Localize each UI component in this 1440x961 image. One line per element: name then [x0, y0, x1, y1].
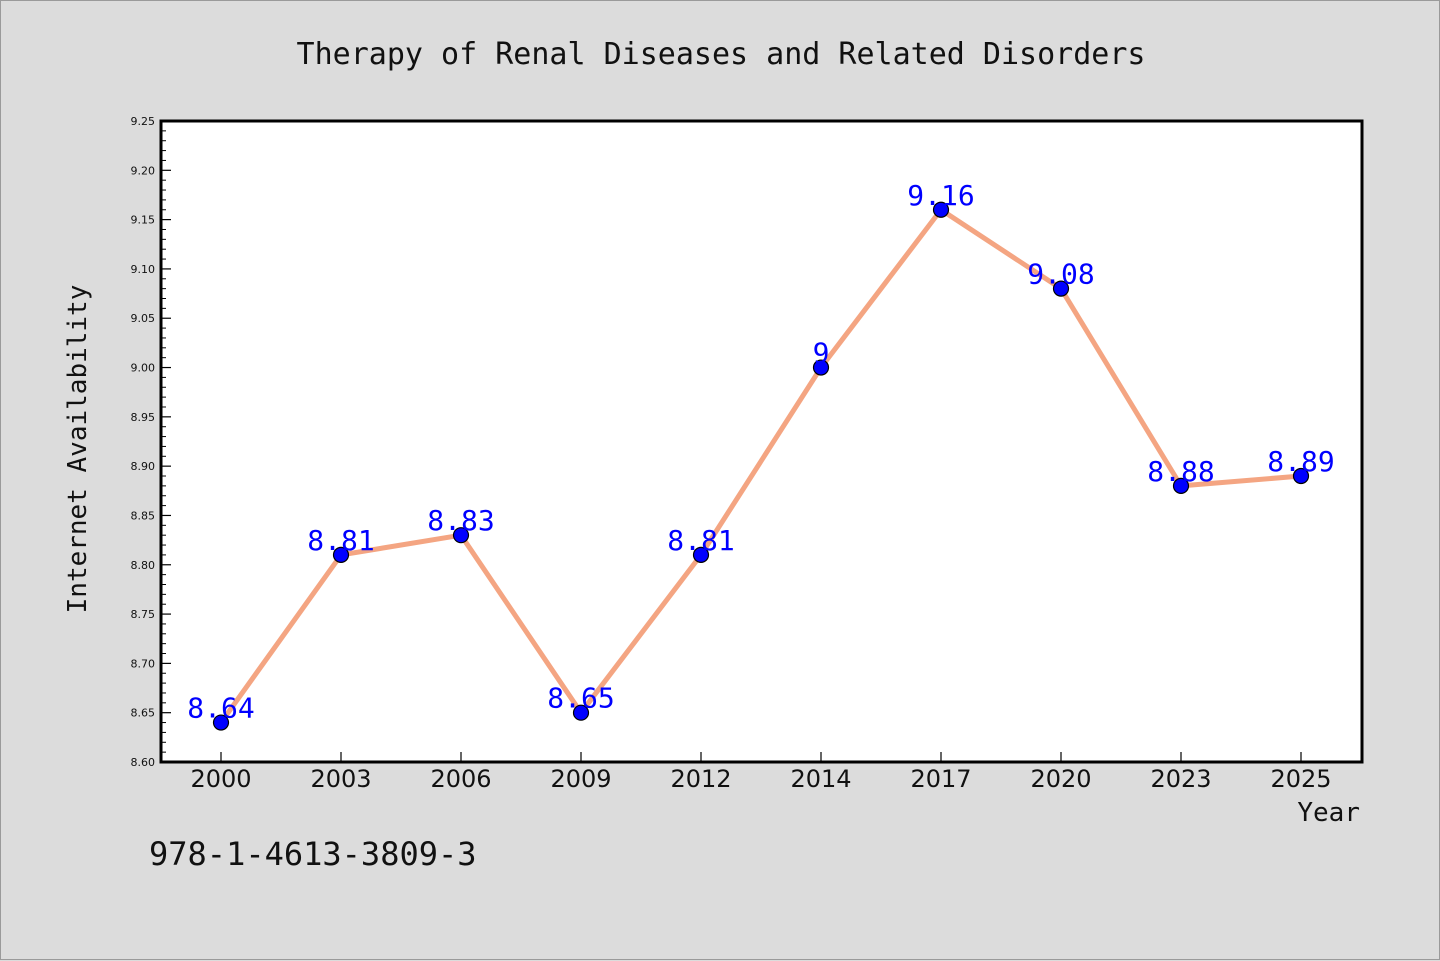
plot-area [161, 121, 1362, 762]
chart-title: Therapy of Renal Diseases and Related Di… [297, 37, 1146, 72]
y-axis-label: Internet Availability [63, 285, 93, 614]
y-tick-label: 9.20 [131, 164, 156, 177]
y-tick-label: 8.70 [131, 657, 156, 670]
data-point [1172, 477, 1190, 494]
x-tick-label: 2012 [670, 765, 731, 793]
x-tick-label: 2020 [1030, 765, 1091, 793]
y-tick-label: 8.85 [131, 509, 156, 522]
x-tick-label: 2023 [1150, 765, 1211, 793]
data-label: 8.81 [667, 524, 734, 557]
x-tick-label: 2000 [190, 765, 251, 793]
x-tick-label: 2009 [550, 765, 611, 793]
data-label: 8.88 [1147, 455, 1214, 488]
x-tick-label: 2017 [910, 765, 971, 793]
x-tick-label: 2003 [310, 765, 371, 793]
data-label: 8.83 [427, 504, 494, 537]
data-point [932, 201, 950, 218]
y-tick-label: 9.00 [131, 362, 156, 375]
data-label: 8.64 [187, 692, 254, 725]
data-label: 8.81 [307, 524, 374, 557]
x-axis-label: Year [1297, 798, 1360, 828]
y-tick-label: 9.25 [131, 115, 156, 128]
y-tick-label: 9.05 [131, 312, 156, 325]
data-point [692, 546, 710, 564]
y-tick-label: 8.65 [131, 707, 156, 720]
y-tick-label: 8.95 [131, 411, 156, 424]
axis-ticks: 8.60 8.65 8.70 8.75 8.80 8.85 8.90 8.95 9.00 9.05… [131, 115, 1332, 793]
data-label: 8.89 [1267, 445, 1334, 478]
series-line-layer [218, 207, 1304, 726]
y-tick-label: 9.15 [131, 214, 156, 227]
data-label: 9 [813, 337, 830, 370]
y-tick-label: 8.60 [131, 756, 156, 769]
data-point [812, 359, 830, 376]
x-tick-label: 2006 [430, 765, 491, 793]
data-label: 9.08 [1027, 258, 1094, 291]
y-tick-label: 8.75 [131, 608, 156, 621]
data-point [1052, 280, 1070, 297]
data-point [1292, 467, 1310, 485]
data-point [452, 527, 470, 544]
data-point [212, 714, 230, 731]
plot-border [159, 119, 1364, 764]
x-tick-label: 2025 [1270, 765, 1331, 793]
data-label: 9.16 [907, 179, 974, 212]
isbn-annotation: 978-1-4613-3809-3 [149, 835, 477, 873]
data-labels: 8.64 8.81 8.83 8.65 8.81 9 9.16 9.08 8.88 8.89 [187, 179, 1334, 725]
data-label: 8.65 [547, 682, 614, 715]
data-point [332, 546, 350, 564]
series-markers [212, 201, 1310, 731]
series-line [218, 207, 1304, 726]
y-tick-label: 8.80 [131, 559, 156, 572]
data-point [572, 704, 590, 721]
y-tick-label: 9.10 [131, 263, 156, 276]
x-tick-label: 2014 [790, 765, 851, 793]
y-tick-label: 8.90 [131, 460, 156, 473]
